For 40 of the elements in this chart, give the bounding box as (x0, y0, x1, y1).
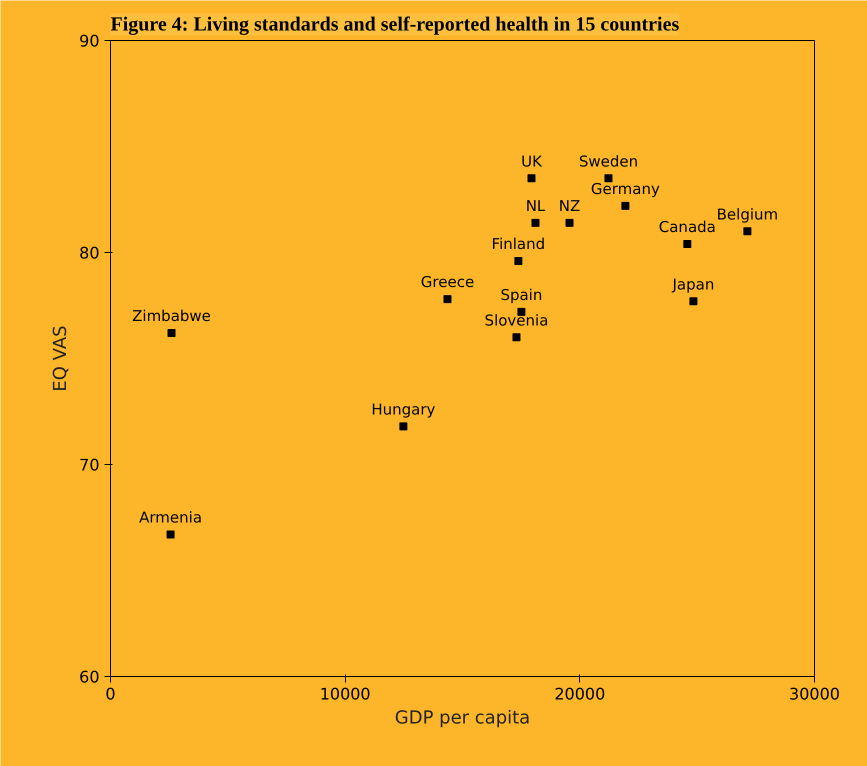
x-tick-label: 30000 (789, 684, 840, 704)
chart-title: Figure 4: Living standards and self-reported health in 15 countries (110, 14, 680, 36)
annotation: NZ (558, 196, 580, 215)
annotation: Slovenia (484, 311, 548, 330)
annotation: Finland (492, 234, 546, 253)
point (512, 333, 520, 342)
y-tick-label: 90 (79, 32, 100, 50)
x-axis-title: GDP per capita (394, 708, 530, 728)
annotation: NL (526, 196, 546, 215)
annotation: Hungary (371, 400, 436, 418)
annotation: Armenia (139, 508, 202, 526)
annotation: Sweden (578, 152, 638, 170)
point (168, 329, 176, 338)
point (566, 218, 574, 227)
annotation: UK (521, 152, 544, 170)
annotation: Canada (658, 218, 716, 236)
point (689, 297, 698, 306)
y-axis-title: EQ VAS (50, 325, 72, 392)
y-tick-label: 60 (79, 668, 100, 686)
point (399, 422, 408, 430)
y-tick-label: 70 (79, 456, 100, 474)
x-tick-label: 20000 (554, 684, 606, 704)
annotation: Japan (671, 275, 714, 294)
point (166, 530, 175, 538)
y-tick-label: 80 (79, 244, 100, 262)
annotation: Spain (500, 286, 542, 304)
x-tick-label: 0 (105, 684, 116, 704)
annotation: Germany (590, 180, 660, 198)
point (604, 174, 612, 182)
x-tick-label: 10000 (320, 684, 371, 704)
point (621, 202, 630, 210)
annotation: Greece (420, 273, 474, 292)
point (683, 240, 692, 248)
point (443, 295, 452, 304)
point (527, 174, 536, 182)
point (531, 218, 540, 227)
point (743, 227, 752, 236)
annotation: Belgium (716, 205, 778, 224)
point (514, 256, 522, 265)
annotation: Zimbabwe (132, 307, 211, 326)
